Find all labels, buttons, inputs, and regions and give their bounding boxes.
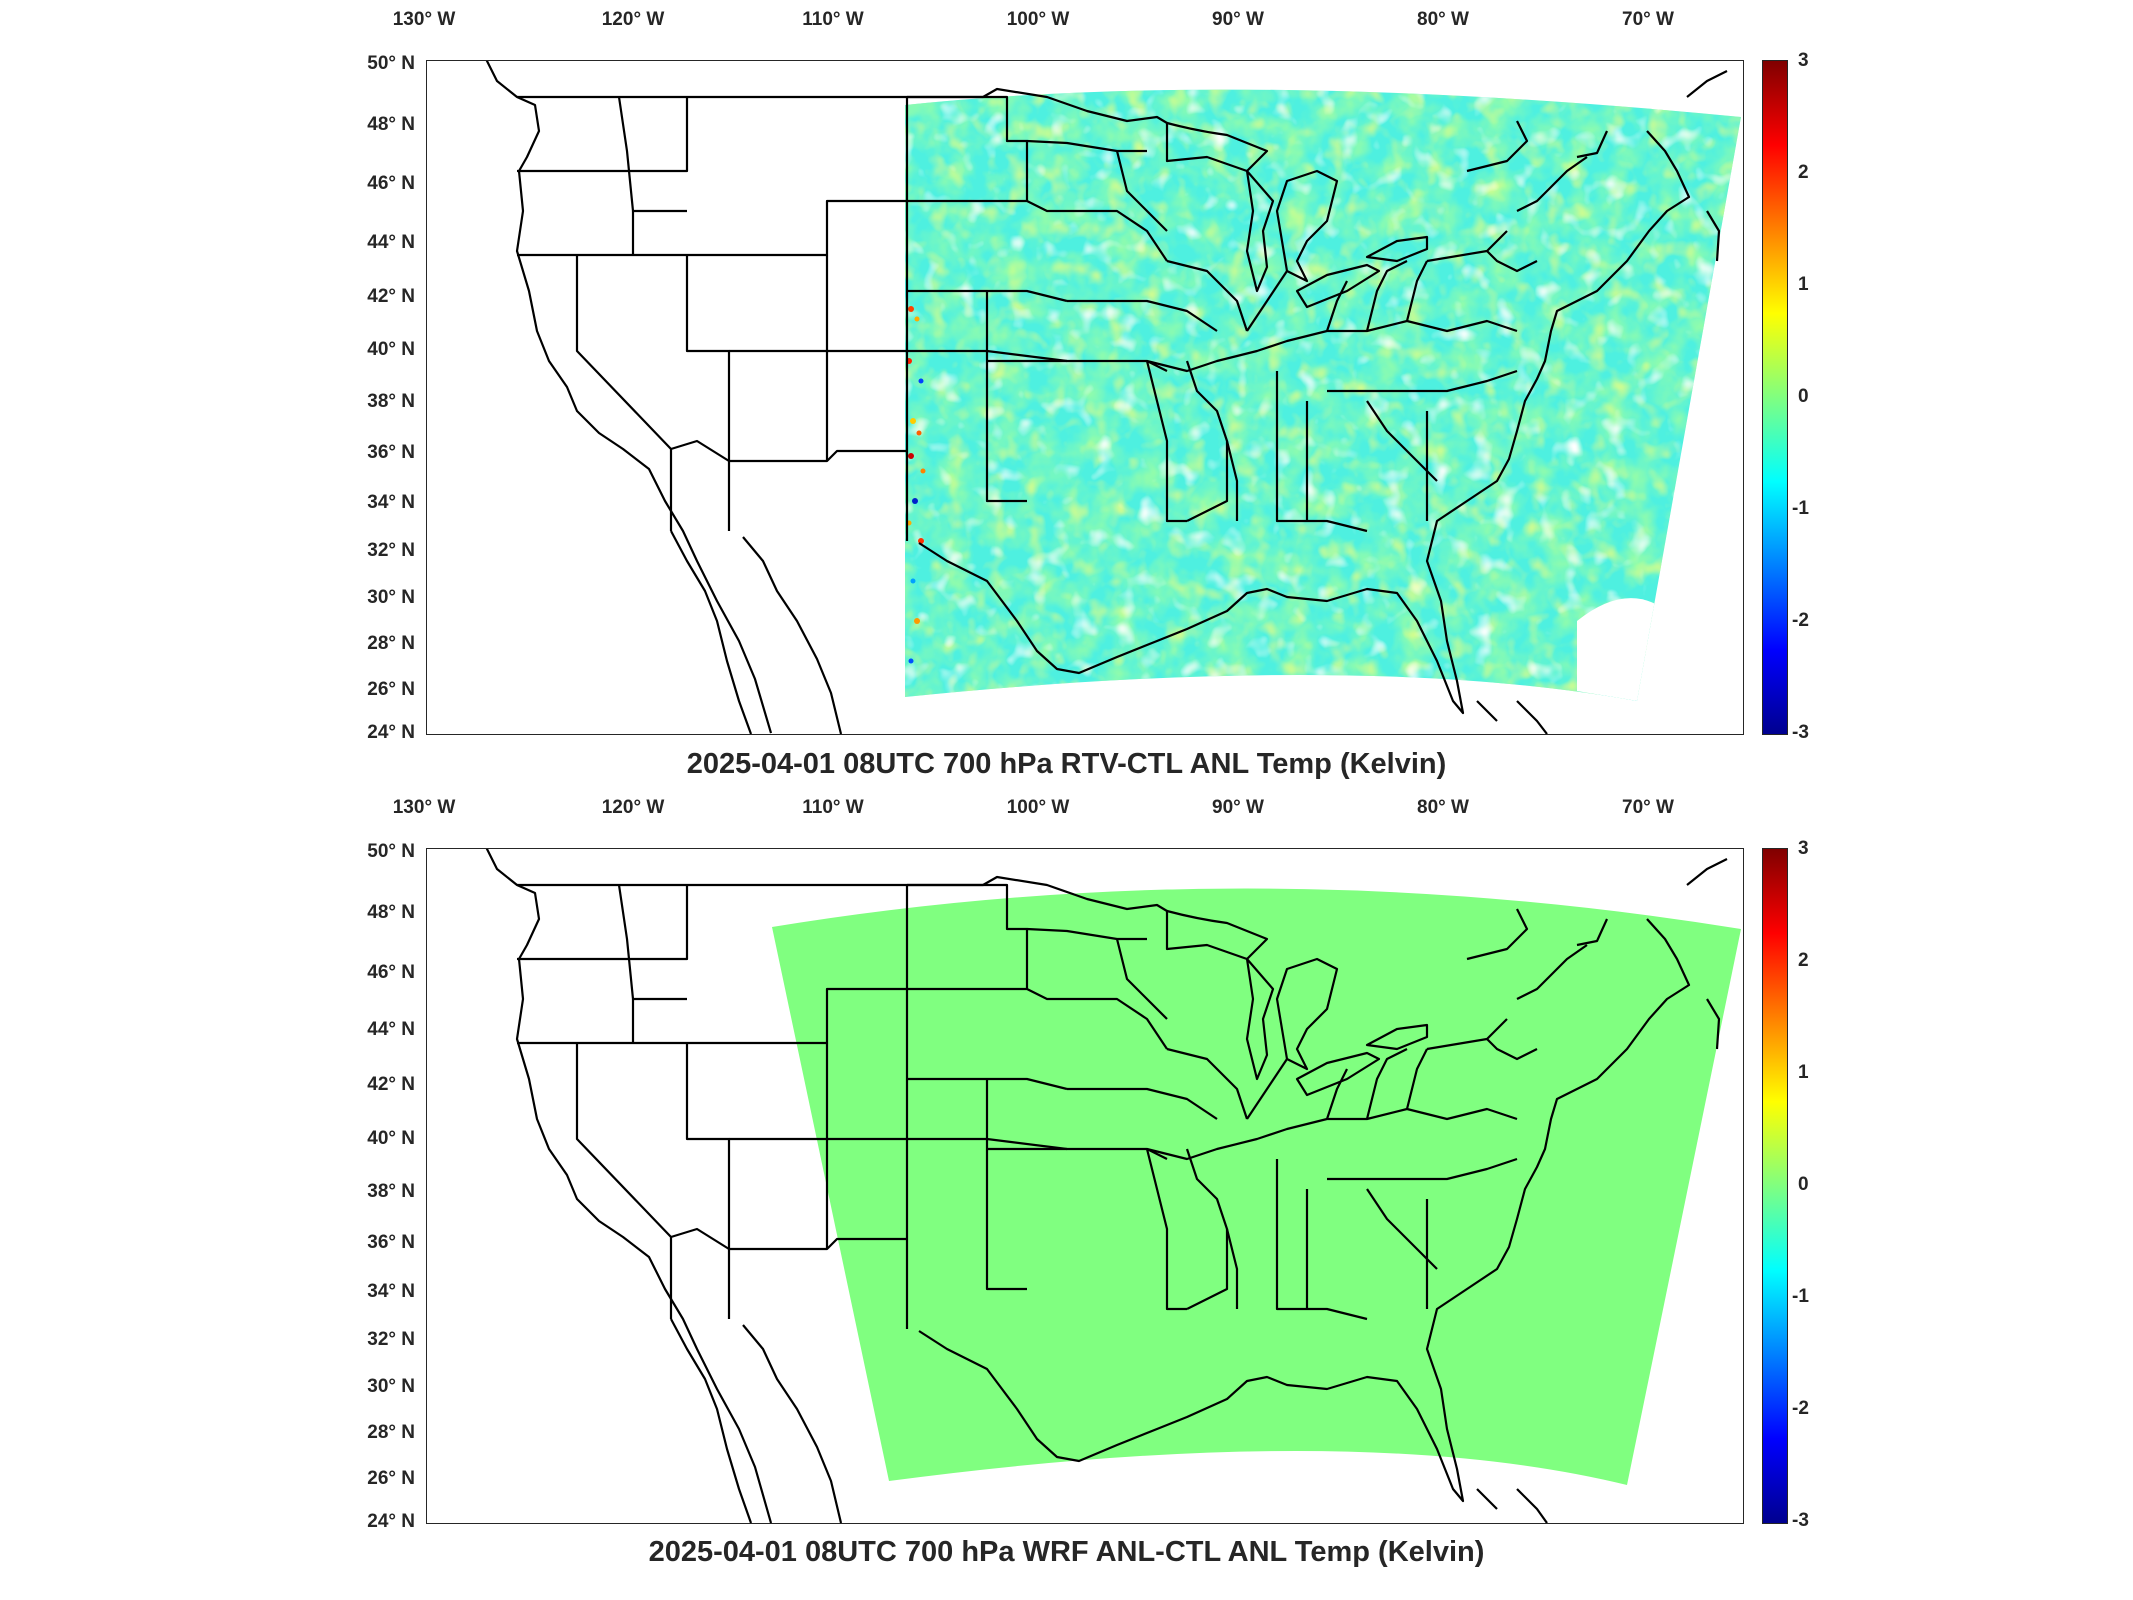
colorbar-tick: 0 <box>1798 1174 1809 1195</box>
lat-label: 42° N <box>367 286 415 307</box>
lon-label: 80° W <box>1417 797 1469 818</box>
colorbar-2 <box>1762 848 1788 1524</box>
colorbar-tick: 3 <box>1798 838 1809 859</box>
lon-label: 80° W <box>1417 9 1469 30</box>
lat-label: 32° N <box>367 540 415 561</box>
lat-label: 28° N <box>367 1422 415 1443</box>
lon-label: 130° W <box>392 797 456 818</box>
lat-label: 26° N <box>367 1468 415 1489</box>
lat-label: 34° N <box>367 1281 415 1302</box>
lon-label: 90° W <box>1212 797 1264 818</box>
lon-label: 100° W <box>1006 9 1070 30</box>
analysis-field-2 <box>772 888 1741 1485</box>
colorbar-tick: 3 <box>1798 50 1809 71</box>
lat-label: 36° N <box>367 442 415 463</box>
panel-title-1: 2025-04-01 08UTC 700 hPa RTV-CTL ANL Tem… <box>686 748 1447 780</box>
lat-label: 50° N <box>367 841 415 862</box>
lon-label: 90° W <box>1212 9 1264 30</box>
lat-label: 44° N <box>367 232 415 253</box>
lat-label: 46° N <box>367 173 415 194</box>
lon-label: 110° W <box>802 797 864 818</box>
lat-label: 38° N <box>367 1181 415 1202</box>
lon-label: 70° W <box>1622 9 1674 30</box>
lat-label: 44° N <box>367 1019 415 1040</box>
colorbar-tick: 1 <box>1798 274 1809 295</box>
map-svg-1 <box>485 61 1741 734</box>
lon-label: 100° W <box>1006 797 1070 818</box>
analysis-field-1 <box>905 89 1741 702</box>
lon-label: 110° W <box>802 9 864 30</box>
lat-label: 30° N <box>367 587 415 608</box>
colorbar-tick: -3 <box>1792 1510 1809 1531</box>
lon-label: 130° W <box>392 9 456 30</box>
lat-label: 24° N <box>367 1511 415 1532</box>
lon-label: 120° W <box>601 9 665 30</box>
lat-label: 26° N <box>367 679 415 700</box>
lat-label: 32° N <box>367 1329 415 1350</box>
colorbar-tick: -1 <box>1792 498 1809 519</box>
lon-label: 70° W <box>1622 797 1674 818</box>
colorbar-tick: 0 <box>1798 386 1809 407</box>
colorbar-1 <box>1762 60 1788 735</box>
colorbar-tick: -1 <box>1792 1286 1809 1307</box>
lat-label: 50° N <box>367 53 415 74</box>
lat-label: 36° N <box>367 1232 415 1253</box>
map-panel-2 <box>426 848 1744 1524</box>
lon-label: 120° W <box>601 797 665 818</box>
map-outlines-2 <box>485 849 1728 1523</box>
lat-label: 24° N <box>367 722 415 743</box>
lat-label: 46° N <box>367 962 415 983</box>
colorbar-tick: 2 <box>1798 162 1809 183</box>
map-panel-1 <box>426 60 1744 735</box>
panel-title-2: 2025-04-01 08UTC 700 hPa WRF ANL-CTL ANL… <box>648 1536 1485 1568</box>
colorbar-tick: -2 <box>1792 1398 1809 1419</box>
lat-label: 40° N <box>367 1128 415 1149</box>
colorbar-tick: -2 <box>1792 610 1809 631</box>
lat-label: 34° N <box>367 492 415 513</box>
lat-label: 40° N <box>367 339 415 360</box>
colorbar-tick: -3 <box>1792 722 1809 743</box>
lat-label: 48° N <box>367 902 415 923</box>
panel-wrf-ctl: 130° W 120° W 110° W 100° W 90° W 80° W … <box>0 790 2133 1600</box>
map-outlines-1 <box>485 61 1728 734</box>
panel-rtv-ctl: 130° W 120° W 110° W 100° W 90° W 80° W … <box>0 0 2133 790</box>
lat-label: 30° N <box>367 1376 415 1397</box>
colorbar-tick: 2 <box>1798 950 1809 971</box>
colorbar-tick: 1 <box>1798 1062 1809 1083</box>
lat-label: 38° N <box>367 391 415 412</box>
map-svg-2 <box>485 849 1741 1523</box>
lat-label: 28° N <box>367 633 415 654</box>
lat-label: 48° N <box>367 114 415 135</box>
lat-label: 42° N <box>367 1074 415 1095</box>
